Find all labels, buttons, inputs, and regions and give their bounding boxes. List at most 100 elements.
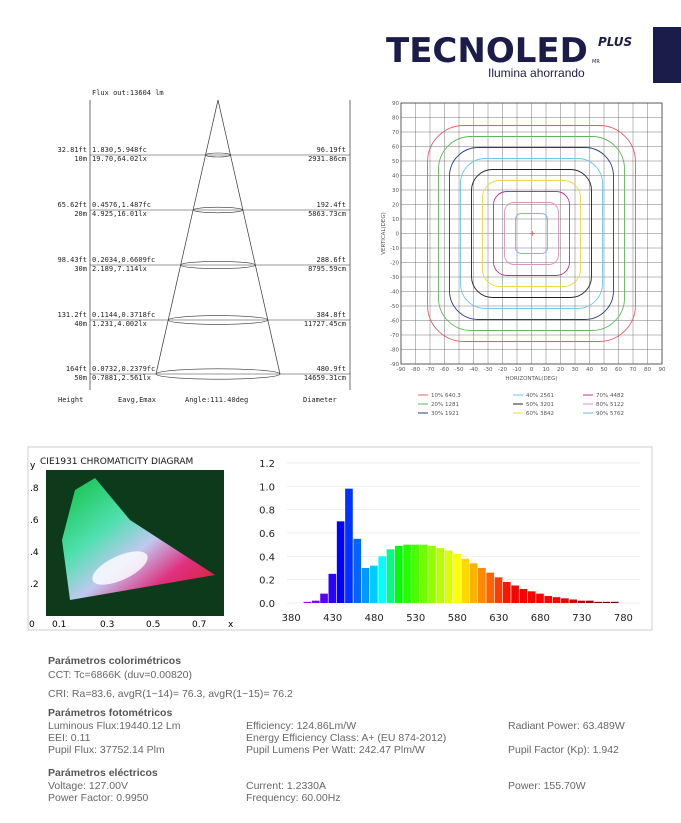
diameter: 480.9ft [316, 365, 346, 373]
param: Radiant Power: 63.489W [508, 720, 625, 732]
x-tick-label: -40 [469, 367, 478, 373]
x-tick-label: 730 [572, 613, 591, 624]
param: CCT: Tc=6866K (duv=0.00820) [48, 669, 192, 681]
cie-point-area [92, 551, 148, 585]
height: 65.62ft [57, 201, 87, 209]
spectrum-bar [378, 556, 387, 603]
param: Power: 155.70W [508, 780, 586, 792]
param: Energy Efficiency Class: A+ (EU 874-2012… [246, 732, 446, 744]
illuminance: 1.830,5.948fc [92, 146, 147, 154]
footer-label: Height [58, 396, 83, 404]
x-tick-label: 60 [615, 367, 622, 373]
spectrum-bar [461, 558, 470, 603]
spectrum-bar [561, 598, 569, 603]
level-ellipse [155, 368, 281, 380]
y-tick-label: -50 [390, 304, 399, 310]
x-tick-label: 480 [365, 613, 384, 624]
param: Luminous Flux:19440.12 Lm [48, 720, 181, 732]
x-tick-label: 530 [406, 613, 425, 624]
y-tick-label: -60 [390, 319, 399, 325]
level-ellipse [180, 261, 256, 269]
height: 20m [74, 210, 87, 218]
spectrum-bar [386, 549, 395, 603]
x-tick-label: -60 [440, 367, 449, 373]
cie-x-tick: 0.1 [52, 620, 66, 630]
diameter: 288.6ft [316, 256, 346, 264]
legend-label: 60% 3842 [526, 411, 554, 417]
x-tick-label: 430 [323, 613, 342, 624]
y-tick-label: 10 [392, 217, 399, 223]
diameter: 192.4ft [316, 201, 346, 209]
spectrum-bar [469, 563, 478, 603]
footer-label: Angle:111.40deg [185, 396, 248, 404]
illuminance: 1.231,4.002lx [92, 320, 147, 328]
spectrum-bar [453, 554, 461, 603]
brand-block [653, 27, 681, 83]
x-tick-label: 780 [614, 613, 633, 624]
brand-mr: MR [592, 59, 600, 65]
x-tick-label: 80 [644, 367, 651, 373]
param: Pupil Flux: 37752.14 Plm [48, 744, 165, 756]
y-tick-label: 0.4 [259, 552, 275, 563]
spectrum-bar [361, 568, 370, 603]
cie-x-tick: 0.5 [146, 620, 160, 630]
spectrum-bar [494, 577, 503, 603]
spectrum-bar [478, 568, 486, 603]
spectrum-bar [394, 545, 403, 603]
illuminance: 0.0732,0.2379fc [92, 365, 155, 373]
isolux-contour [493, 191, 570, 276]
cie-origin: 0 [29, 620, 35, 630]
legend-label: 80% 5122 [596, 402, 624, 408]
bottom-panel [27, 446, 653, 631]
x-tick-label: -20 [498, 367, 507, 373]
x-tick-label: -10 [513, 367, 522, 373]
diameter: 2931.86cm [308, 155, 346, 163]
spectrum-bar [403, 544, 411, 603]
legend-label: 20% 1281 [431, 402, 459, 408]
spectrum-bar [519, 589, 528, 603]
cie-y-tick: .2 [30, 580, 39, 590]
illuminance: 19.70,64.02lx [92, 155, 147, 163]
x-tick-label: -70 [426, 367, 435, 373]
section-title: Parámetros colorimétricos [48, 655, 181, 667]
x-tick-label: -30 [484, 367, 493, 373]
x-tick-label: 40 [586, 367, 593, 373]
param: Pupil Lumens Per Watt: 242.47 Plm/W [246, 744, 425, 756]
y-tick-label: 50 [392, 159, 399, 165]
spectrum-bar [419, 544, 428, 603]
param: CRI: Ra=83.6, avgR(1~14)= 76.3, avgR(1~1… [48, 688, 293, 700]
slogan: Ilumina ahorrando [488, 66, 585, 80]
spectrum-bar [411, 544, 420, 603]
spectrum-bar [544, 596, 553, 603]
x-tick-label: -80 [411, 367, 420, 373]
y-tick-label: 0.8 [259, 506, 275, 517]
spectrum-bar [370, 565, 378, 603]
illuminance: 2.189,7.114lx [92, 265, 147, 273]
isolux-contour [515, 213, 548, 254]
spectrum-bar [602, 601, 611, 603]
y-tick-label: 0.6 [259, 529, 275, 540]
legend-label: 90% 5762 [596, 411, 624, 417]
height: 50m [74, 374, 87, 382]
x-tick-label: -90 [397, 367, 406, 373]
x-tick-label: 50 [601, 367, 608, 373]
y-tick-label: 0 [396, 232, 400, 238]
illuminance: 4.925,16.01lx [92, 210, 147, 218]
y-tick-label: -20 [390, 261, 399, 267]
y-tick-label: 60 [392, 145, 399, 151]
brand: TECNOLED [386, 31, 588, 71]
spectrum-bar [303, 601, 312, 603]
legend-label: 10% 640.3 [431, 393, 461, 399]
cie-x-tick: 0.7 [192, 620, 206, 630]
y-axis-label: VERTICAL(DEG) [381, 212, 387, 255]
y-tick-label: -10 [390, 246, 399, 252]
spectrum-bar [552, 597, 561, 603]
isolux-contour [504, 202, 559, 265]
footer-label: Eavg,Emax [118, 396, 156, 404]
level-ellipse [205, 152, 231, 158]
spectrum-bar [311, 600, 320, 603]
height: 40m [74, 320, 87, 328]
illuminance: 0.2034,0.6609fc [92, 256, 155, 264]
cie-x-tick: 0.3 [100, 620, 114, 630]
